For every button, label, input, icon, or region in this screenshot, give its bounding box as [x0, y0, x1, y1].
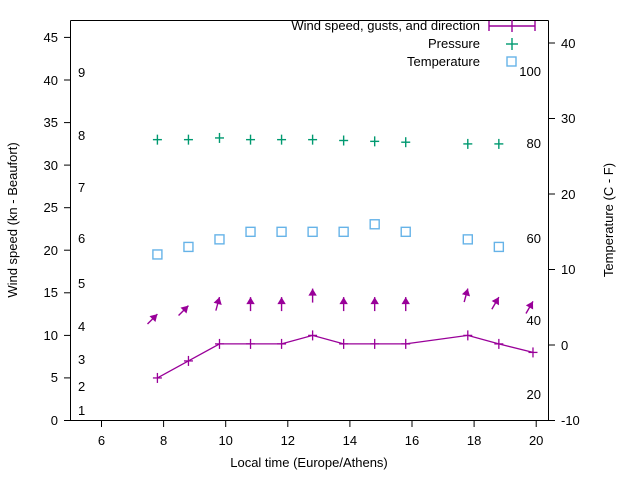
wind-direction-arrow-head: [525, 301, 534, 310]
data-series-layer: [147, 132, 538, 383]
x-tick-label: 8: [160, 433, 167, 448]
y-axis-left-ticks: [64, 36, 71, 421]
y-tick-label: 5: [51, 370, 58, 385]
fahrenheit-tick-label: 20: [527, 387, 541, 402]
legend-key-wind: [488, 20, 536, 32]
y-tick-label: 45: [44, 30, 58, 45]
temperature-marker: [369, 219, 380, 230]
wind-direction-arrow-head: [277, 297, 286, 305]
x-tick-label: 14: [343, 433, 357, 448]
x-axis-ticks: [101, 420, 537, 427]
x-tick-label: 20: [529, 433, 543, 448]
fahrenheit-tick-label: 80: [527, 136, 541, 151]
fahrenheit-tick-label: 100: [519, 64, 541, 79]
x-tick-label: 16: [405, 433, 419, 448]
beaufort-tick-label: 5: [78, 276, 85, 291]
wind-direction-arrow-head: [491, 297, 499, 306]
y-axis-title: Wind speed (kn - Beaufort): [5, 142, 20, 297]
fahrenheit-scale-labels: 20 40 60 80 100: [519, 64, 541, 402]
y2-tick-label: -10: [561, 413, 580, 428]
y-tick-label: 40: [44, 73, 58, 88]
x-tick-label: 6: [98, 433, 105, 448]
wind-direction-arrow-head: [461, 288, 471, 297]
temperature-marker: [152, 249, 163, 260]
wind-speed-line: [157, 334, 534, 379]
legend-label-temperature: Temperature: [407, 54, 480, 69]
temperature-marker: [183, 241, 194, 253]
beaufort-tick-label: 3: [78, 352, 85, 367]
x-tick-label: 10: [218, 433, 232, 448]
y-tick-label: 0: [51, 413, 58, 428]
wind-direction-arrow-head: [149, 314, 158, 323]
beaufort-tick-label: 1: [78, 403, 85, 418]
temperature-marker: [276, 226, 287, 238]
beaufort-tick-label: 7: [78, 180, 85, 195]
fahrenheit-tick-label: 40: [527, 313, 541, 328]
plot-frame: [70, 20, 549, 421]
temperature-marker: [307, 226, 318, 238]
y-tick-label: 15: [44, 285, 58, 300]
wind-direction-arrow-head: [339, 297, 348, 305]
x-tick-label: 12: [281, 433, 295, 448]
legend-label-pressure: Pressure: [428, 36, 480, 51]
x-tick-label: 18: [467, 433, 481, 448]
beaufort-tick-label: 6: [78, 231, 85, 246]
y2-tick-label: 20: [561, 187, 575, 202]
wind-direction-arrow-head: [308, 288, 317, 296]
legend-key-pressure: [506, 38, 518, 50]
beaufort-tick-label: 9: [78, 65, 85, 80]
wind-direction-arrow-head: [213, 297, 222, 305]
wind-direction-arrow-head: [180, 305, 189, 314]
y-tick-label: 10: [44, 328, 58, 343]
beaufort-scale-labels: 1 2 3 4 5 6 7 8 9: [78, 65, 85, 418]
y2-tick-label: 10: [561, 262, 575, 277]
temperature-marker: [493, 241, 505, 253]
legend-key-temperature: [506, 56, 517, 67]
temperature-marker: [338, 226, 349, 238]
temperature-marker: [214, 234, 225, 245]
y2-axis-title: Temperature (C - F): [601, 163, 616, 277]
temperature-marker: [400, 226, 411, 238]
wind-direction-arrow-head: [246, 297, 255, 305]
temperature-marker: [245, 226, 256, 238]
y-tick-label: 30: [44, 158, 58, 173]
beaufort-tick-label: 2: [78, 379, 85, 394]
y2-tick-label: 0: [561, 338, 568, 353]
legend: Wind speed, gusts, and direction Pressur…: [291, 18, 536, 69]
y-axis-right-ticks: [548, 42, 555, 421]
legend-label-wind: Wind speed, gusts, and direction: [291, 18, 480, 33]
temperature-marker: [462, 234, 473, 245]
x-axis-title: Local time (Europe/Athens): [230, 455, 388, 470]
beaufort-tick-label: 4: [78, 319, 85, 334]
y-tick-label: 25: [44, 200, 58, 215]
wind-direction-arrow-head: [401, 297, 410, 305]
y-tick-label: 20: [44, 243, 58, 258]
y2-tick-label: 30: [561, 111, 575, 126]
beaufort-tick-label: 8: [78, 128, 85, 143]
fahrenheit-tick-label: 60: [527, 231, 541, 246]
y2-tick-label: 40: [561, 36, 575, 51]
wind-direction-arrow-head: [370, 297, 379, 305]
y-tick-label: 35: [44, 115, 58, 130]
